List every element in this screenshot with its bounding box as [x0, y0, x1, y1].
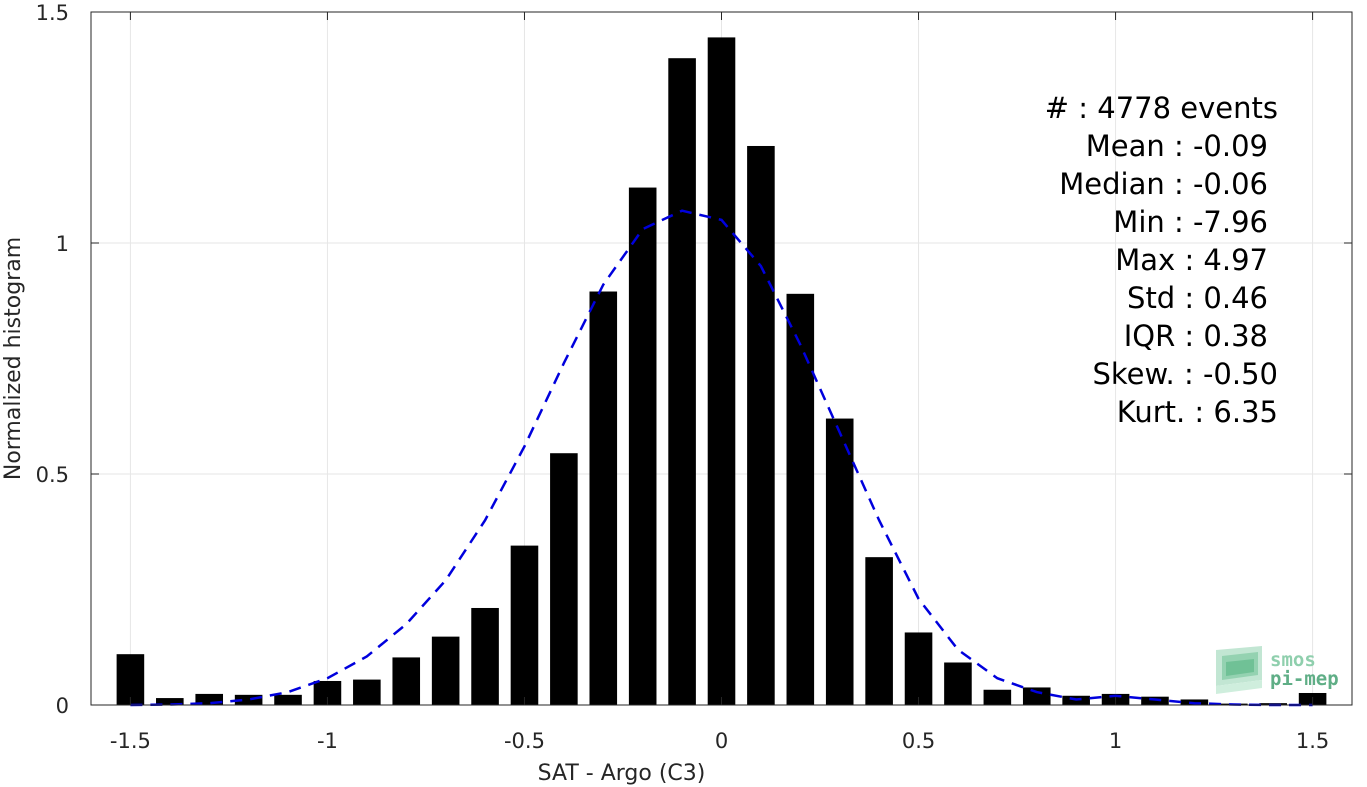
- logo-line1: smos: [1270, 649, 1316, 671]
- fit-curve: [130, 209, 1313, 707]
- x-axis-label: SAT - Argo (C3): [538, 761, 706, 786]
- stat-kurt: Kurt. : 6.35: [1117, 395, 1278, 429]
- y-tick-label: 1: [56, 232, 69, 256]
- histogram-bar: [825, 418, 854, 705]
- histogram-bar: [195, 693, 224, 705]
- x-tick-label: -1.5: [110, 729, 151, 753]
- histogram-bar: [156, 698, 184, 705]
- histogram-bar: [274, 694, 302, 705]
- histogram-bar: [668, 58, 696, 705]
- stat-mean: Mean : -0.09: [1086, 129, 1268, 163]
- histogram-bar: [234, 694, 263, 705]
- x-tick-label: 0: [715, 729, 728, 753]
- x-tick-label: -1: [317, 729, 338, 753]
- histogram-bar: [392, 657, 421, 705]
- histogram-bar: [510, 545, 539, 705]
- stat-median: Median : -0.06: [1059, 167, 1268, 201]
- stat-std: Std : 0.46: [1127, 281, 1268, 315]
- histogram-bar: [589, 291, 618, 705]
- stat-skew: Skew. : -0.50: [1092, 357, 1278, 391]
- y-tick-label: 0.5: [36, 463, 69, 487]
- histogram-bar: [904, 632, 933, 705]
- logo-line2: pi-mep: [1270, 668, 1339, 690]
- histogram-bar: [1141, 696, 1169, 705]
- histogram-bar: [353, 679, 381, 705]
- fit-curve-group: [130, 209, 1313, 707]
- stat-max: Max : 4.97: [1115, 243, 1268, 277]
- x-tick-label: 0.5: [902, 729, 935, 753]
- histogram-bar: [116, 654, 145, 705]
- histogram-bar: [431, 636, 460, 705]
- y-axis-label: Normalized histogram: [1, 237, 26, 480]
- stat-count: # : 4778 events: [1045, 91, 1278, 125]
- histogram-bar: [865, 557, 893, 705]
- stats-annotation: # : 4778 events Mean : -0.09 Median : -0…: [1045, 91, 1278, 429]
- x-tick-label: -0.5: [504, 729, 545, 753]
- histogram-bar: [1022, 687, 1051, 705]
- stat-min: Min : -7.96: [1113, 205, 1268, 239]
- y-tick-label: 1.5: [36, 1, 69, 25]
- logo-mark-icon: [1216, 646, 1262, 694]
- histogram-bar: [786, 293, 815, 705]
- y-tick-label: 0: [56, 694, 69, 718]
- x-tick-label: 1: [1109, 729, 1122, 753]
- histogram-bar: [628, 187, 657, 705]
- histogram-bars: [116, 37, 1327, 706]
- x-tick-label: 1.5: [1296, 729, 1329, 753]
- stat-iqr: IQR : 0.38: [1124, 319, 1268, 353]
- histogram-bar: [471, 607, 499, 705]
- histogram-bar: [747, 145, 775, 706]
- axis-ticks: -1.5 -1 -0.5 0 0.5 1 1.5 0 0.5 1 1.5: [36, 1, 1352, 753]
- histogram-bar: [944, 662, 972, 705]
- histogram-bar: [550, 453, 578, 705]
- smos-pimep-logo: smos pi-mep: [1216, 646, 1339, 694]
- histogram-bar: [983, 689, 1012, 705]
- histogram-bar: [707, 37, 736, 706]
